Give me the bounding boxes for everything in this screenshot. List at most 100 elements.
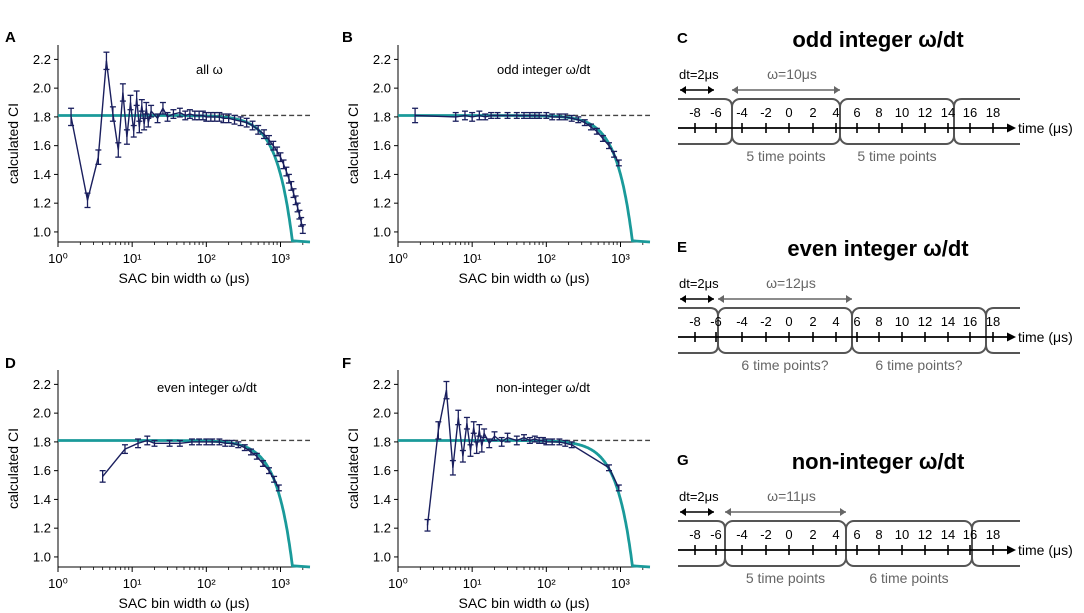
data-point <box>568 441 575 449</box>
data-point <box>605 464 612 472</box>
data-point <box>470 421 477 434</box>
bin-label: 6 time points? <box>875 357 962 373</box>
data-point <box>277 152 284 163</box>
time-tick-label: -4 <box>736 314 748 329</box>
x-tick-label: 10² <box>197 251 216 266</box>
data-point <box>121 444 128 455</box>
bin-box-right-edge <box>985 307 1020 354</box>
x-tick-label: 10¹ <box>463 576 482 591</box>
data-point <box>549 438 556 446</box>
x-tick-label: 10¹ <box>123 576 142 591</box>
time-tick-label: 14 <box>941 527 955 542</box>
time-tick-label: 6 <box>853 314 860 329</box>
data-point <box>241 444 248 452</box>
data-point <box>299 224 306 235</box>
data-point <box>222 439 229 447</box>
data-point <box>463 416 470 430</box>
data-point <box>469 111 476 122</box>
diagram-title: odd integer ω/dt <box>792 27 964 52</box>
time-axis-label: time (μs) <box>1018 542 1073 558</box>
y-tick-label: 1.2 <box>373 196 391 211</box>
data-point <box>531 435 538 443</box>
omega-arrow-head-right <box>840 508 846 516</box>
omega-label: ω=10μs <box>767 66 817 82</box>
data-point <box>435 421 442 440</box>
data-point <box>412 107 419 124</box>
data-point <box>271 475 278 483</box>
data-point <box>593 127 600 135</box>
bin-box-left-edge <box>678 98 733 145</box>
data-point <box>543 438 550 446</box>
data-point <box>237 116 244 127</box>
chart-b: B 1.0 1.2 1.4 1.6 1.8 2.0 2.2 10⁰ 10¹ 10² 10³ SAC bi… <box>342 29 651 286</box>
dt-label: dt=2μs <box>679 67 719 82</box>
y-tick-label: 1.8 <box>373 109 391 124</box>
data-point <box>476 423 483 437</box>
model-curve <box>398 439 651 569</box>
data-point <box>491 431 498 442</box>
diagram-title: non-integer ω/dt <box>792 449 965 474</box>
data-point <box>249 120 256 131</box>
data-point <box>504 111 511 119</box>
data-point <box>536 111 543 119</box>
data-point <box>159 101 166 115</box>
data-point <box>119 83 126 102</box>
y-tick-label: 1.0 <box>33 224 51 239</box>
x-axis-label: SAC bin width ω (μs) <box>458 595 589 611</box>
y-axis-label: calculated CI <box>5 103 21 184</box>
time-tick-label: 4 <box>832 105 839 120</box>
time-tick-label: 2 <box>809 527 816 542</box>
data-point <box>265 467 272 475</box>
data-point <box>587 123 594 131</box>
data-point <box>274 146 281 157</box>
bin-label: 5 time points <box>857 148 936 164</box>
data-point <box>481 428 488 439</box>
x-tick-label: 10² <box>537 251 556 266</box>
data-point <box>615 159 622 167</box>
omega-arrow-head-right <box>834 86 840 94</box>
data-point <box>261 129 268 140</box>
data-point <box>455 409 462 426</box>
time-tick-label: -2 <box>760 105 772 120</box>
data-point <box>549 113 556 121</box>
time-tick-label: -6 <box>710 105 722 120</box>
data-point <box>148 104 155 118</box>
panel-letter-d: D <box>5 355 16 372</box>
data-point <box>143 101 150 115</box>
data-point <box>99 470 106 483</box>
x-tick-label: 10³ <box>611 251 630 266</box>
time-tick-label: -4 <box>736 527 748 542</box>
data-point <box>196 438 203 446</box>
chart-annotation: even integer ω/dt <box>157 380 257 395</box>
data-line <box>102 439 280 489</box>
data-point <box>562 439 569 447</box>
data-point <box>526 436 533 444</box>
data-point <box>459 449 466 463</box>
y-tick-label: 1.8 <box>33 109 51 124</box>
time-tick-label: 16 <box>963 105 977 120</box>
model-curve <box>398 114 651 244</box>
panel-letter-e: E <box>677 239 687 256</box>
y-tick-label: 1.4 <box>33 167 51 182</box>
time-tick-label: -2 <box>760 314 772 329</box>
time-tick-label: 2 <box>809 314 816 329</box>
bin-label: 6 time points? <box>741 357 828 373</box>
y-tick-label: 1.0 <box>33 549 51 564</box>
time-tick-label: 6 <box>853 527 860 542</box>
dt-arrow-head-left <box>680 86 686 94</box>
data-point <box>581 119 588 127</box>
x-tick-label: 10¹ <box>123 251 142 266</box>
data-point <box>556 438 563 446</box>
model-curve <box>58 439 311 569</box>
data-point <box>225 113 232 124</box>
data-point <box>186 109 193 119</box>
y-tick-label: 1.4 <box>373 167 391 182</box>
data-point <box>103 51 110 71</box>
panel-letter-a: A <box>5 29 16 46</box>
panel-letter-b: B <box>342 29 353 46</box>
y-tick-label: 2.0 <box>373 81 391 96</box>
y-tick-label: 1.8 <box>373 434 391 449</box>
data-point <box>449 459 456 476</box>
